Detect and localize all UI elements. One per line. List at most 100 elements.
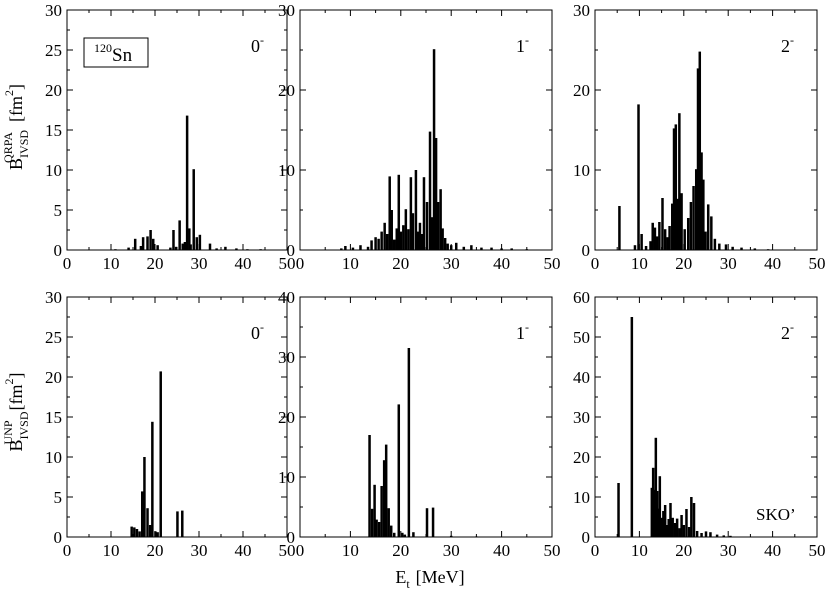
bar xyxy=(660,517,663,537)
x-tick-label: 20 xyxy=(392,541,409,560)
bars xyxy=(114,115,262,250)
bar xyxy=(397,174,401,250)
x-tick-label: 0 xyxy=(296,254,305,273)
x-tick-label: 40 xyxy=(764,541,781,560)
multipole-label: 0- xyxy=(251,33,264,56)
bar xyxy=(409,177,413,250)
y-tick-label: 15 xyxy=(45,408,62,427)
bar xyxy=(692,186,695,250)
x-tick-label: 0 xyxy=(296,541,305,560)
x-tick-label: 0 xyxy=(63,254,72,273)
bar xyxy=(657,508,660,537)
bar xyxy=(146,508,149,537)
bar xyxy=(178,220,181,250)
bar xyxy=(388,176,391,250)
bar xyxy=(143,457,146,537)
bar xyxy=(181,510,184,537)
x-tick-label: 10 xyxy=(631,541,648,560)
bar xyxy=(665,525,669,537)
panel-top-right: 0 10 20 30 40 50 0 10 20 30 2- xyxy=(573,1,826,273)
bar xyxy=(441,228,444,250)
y-tick-label: 40 xyxy=(278,288,295,307)
bar xyxy=(146,236,149,250)
bar xyxy=(383,222,386,250)
y-tick-label: 10 xyxy=(45,161,62,180)
bar xyxy=(397,404,401,537)
y-tick-label: 0 xyxy=(582,241,591,260)
bar xyxy=(407,348,411,537)
y-tick-label: 20 xyxy=(278,408,295,427)
y-tick-label: 10 xyxy=(45,448,62,467)
bar xyxy=(650,487,654,537)
bar xyxy=(156,245,159,250)
bar xyxy=(663,505,667,537)
bar xyxy=(432,49,436,251)
bar xyxy=(412,532,415,537)
bar xyxy=(399,231,403,250)
bar xyxy=(706,204,710,250)
x-tick-label: 40 xyxy=(493,541,510,560)
bar xyxy=(169,247,172,250)
bar xyxy=(393,532,396,537)
y-tick-label: 10 xyxy=(278,468,295,487)
multipole-label: 1- xyxy=(516,320,529,343)
x-tick-label: 10 xyxy=(103,254,120,273)
y-tick-label: 60 xyxy=(573,288,590,307)
bar xyxy=(224,246,227,250)
y-tick-label: 30 xyxy=(573,408,590,427)
bar xyxy=(439,189,442,250)
bar xyxy=(416,231,420,250)
bar xyxy=(151,421,154,537)
y-tick-label: 5 xyxy=(54,201,63,220)
x-tick-label: 30 xyxy=(191,541,208,560)
y-tick-label: 20 xyxy=(278,81,295,100)
x-tick-label: 50 xyxy=(544,541,561,560)
y-tick-label: 5 xyxy=(54,488,63,507)
svg-text:BIVSDUNP[fm2]: BIVSDUNP[fm2] xyxy=(1,372,31,451)
svg-text:120Sn: 120Sn xyxy=(94,41,133,66)
bars xyxy=(340,49,529,251)
bar xyxy=(404,209,408,250)
bars xyxy=(130,371,184,537)
x-tick-label: 40 xyxy=(764,254,781,273)
bar xyxy=(380,231,383,250)
multipole-label: 2- xyxy=(781,320,794,343)
bar xyxy=(644,246,648,250)
y-tick-label: 50 xyxy=(573,328,590,347)
bar xyxy=(431,507,435,537)
panel-bottom-right: 0 10 20 30 40 50 0 10 20 30 40 50 60 2- xyxy=(573,288,826,560)
bar xyxy=(389,525,393,537)
bar xyxy=(407,229,410,250)
bar xyxy=(654,437,658,537)
bar xyxy=(678,113,681,250)
y-tick-label: 10 xyxy=(573,488,590,507)
bar xyxy=(702,179,705,250)
bar xyxy=(673,523,677,537)
bar xyxy=(401,532,404,537)
x-tick-label: 20 xyxy=(392,254,409,273)
bar xyxy=(174,246,178,250)
bar xyxy=(380,486,383,537)
bar xyxy=(382,460,386,537)
x-tick-label: 10 xyxy=(103,541,120,560)
svg-text:BIVSDQRPA[fm2]: BIVSDQRPA[fm2] xyxy=(1,84,31,170)
bar xyxy=(370,508,374,537)
bar xyxy=(672,128,676,250)
bar xyxy=(411,213,415,250)
x-tick-label: 20 xyxy=(147,254,164,273)
y-tick-label: 20 xyxy=(573,448,590,467)
bar xyxy=(387,508,390,537)
y-tick-label: 20 xyxy=(45,368,62,387)
x-tick-label: 10 xyxy=(342,541,359,560)
bar xyxy=(698,51,702,250)
bar xyxy=(510,248,513,250)
bar xyxy=(671,203,674,250)
bar xyxy=(414,170,418,250)
y-tick-label: 0 xyxy=(582,528,591,547)
bar xyxy=(655,491,659,537)
bar xyxy=(195,237,199,250)
bar xyxy=(662,511,665,537)
y-tick-label: 30 xyxy=(45,1,62,20)
y-tick-label: 0 xyxy=(287,241,296,260)
y-tick-label: 10 xyxy=(573,161,590,180)
